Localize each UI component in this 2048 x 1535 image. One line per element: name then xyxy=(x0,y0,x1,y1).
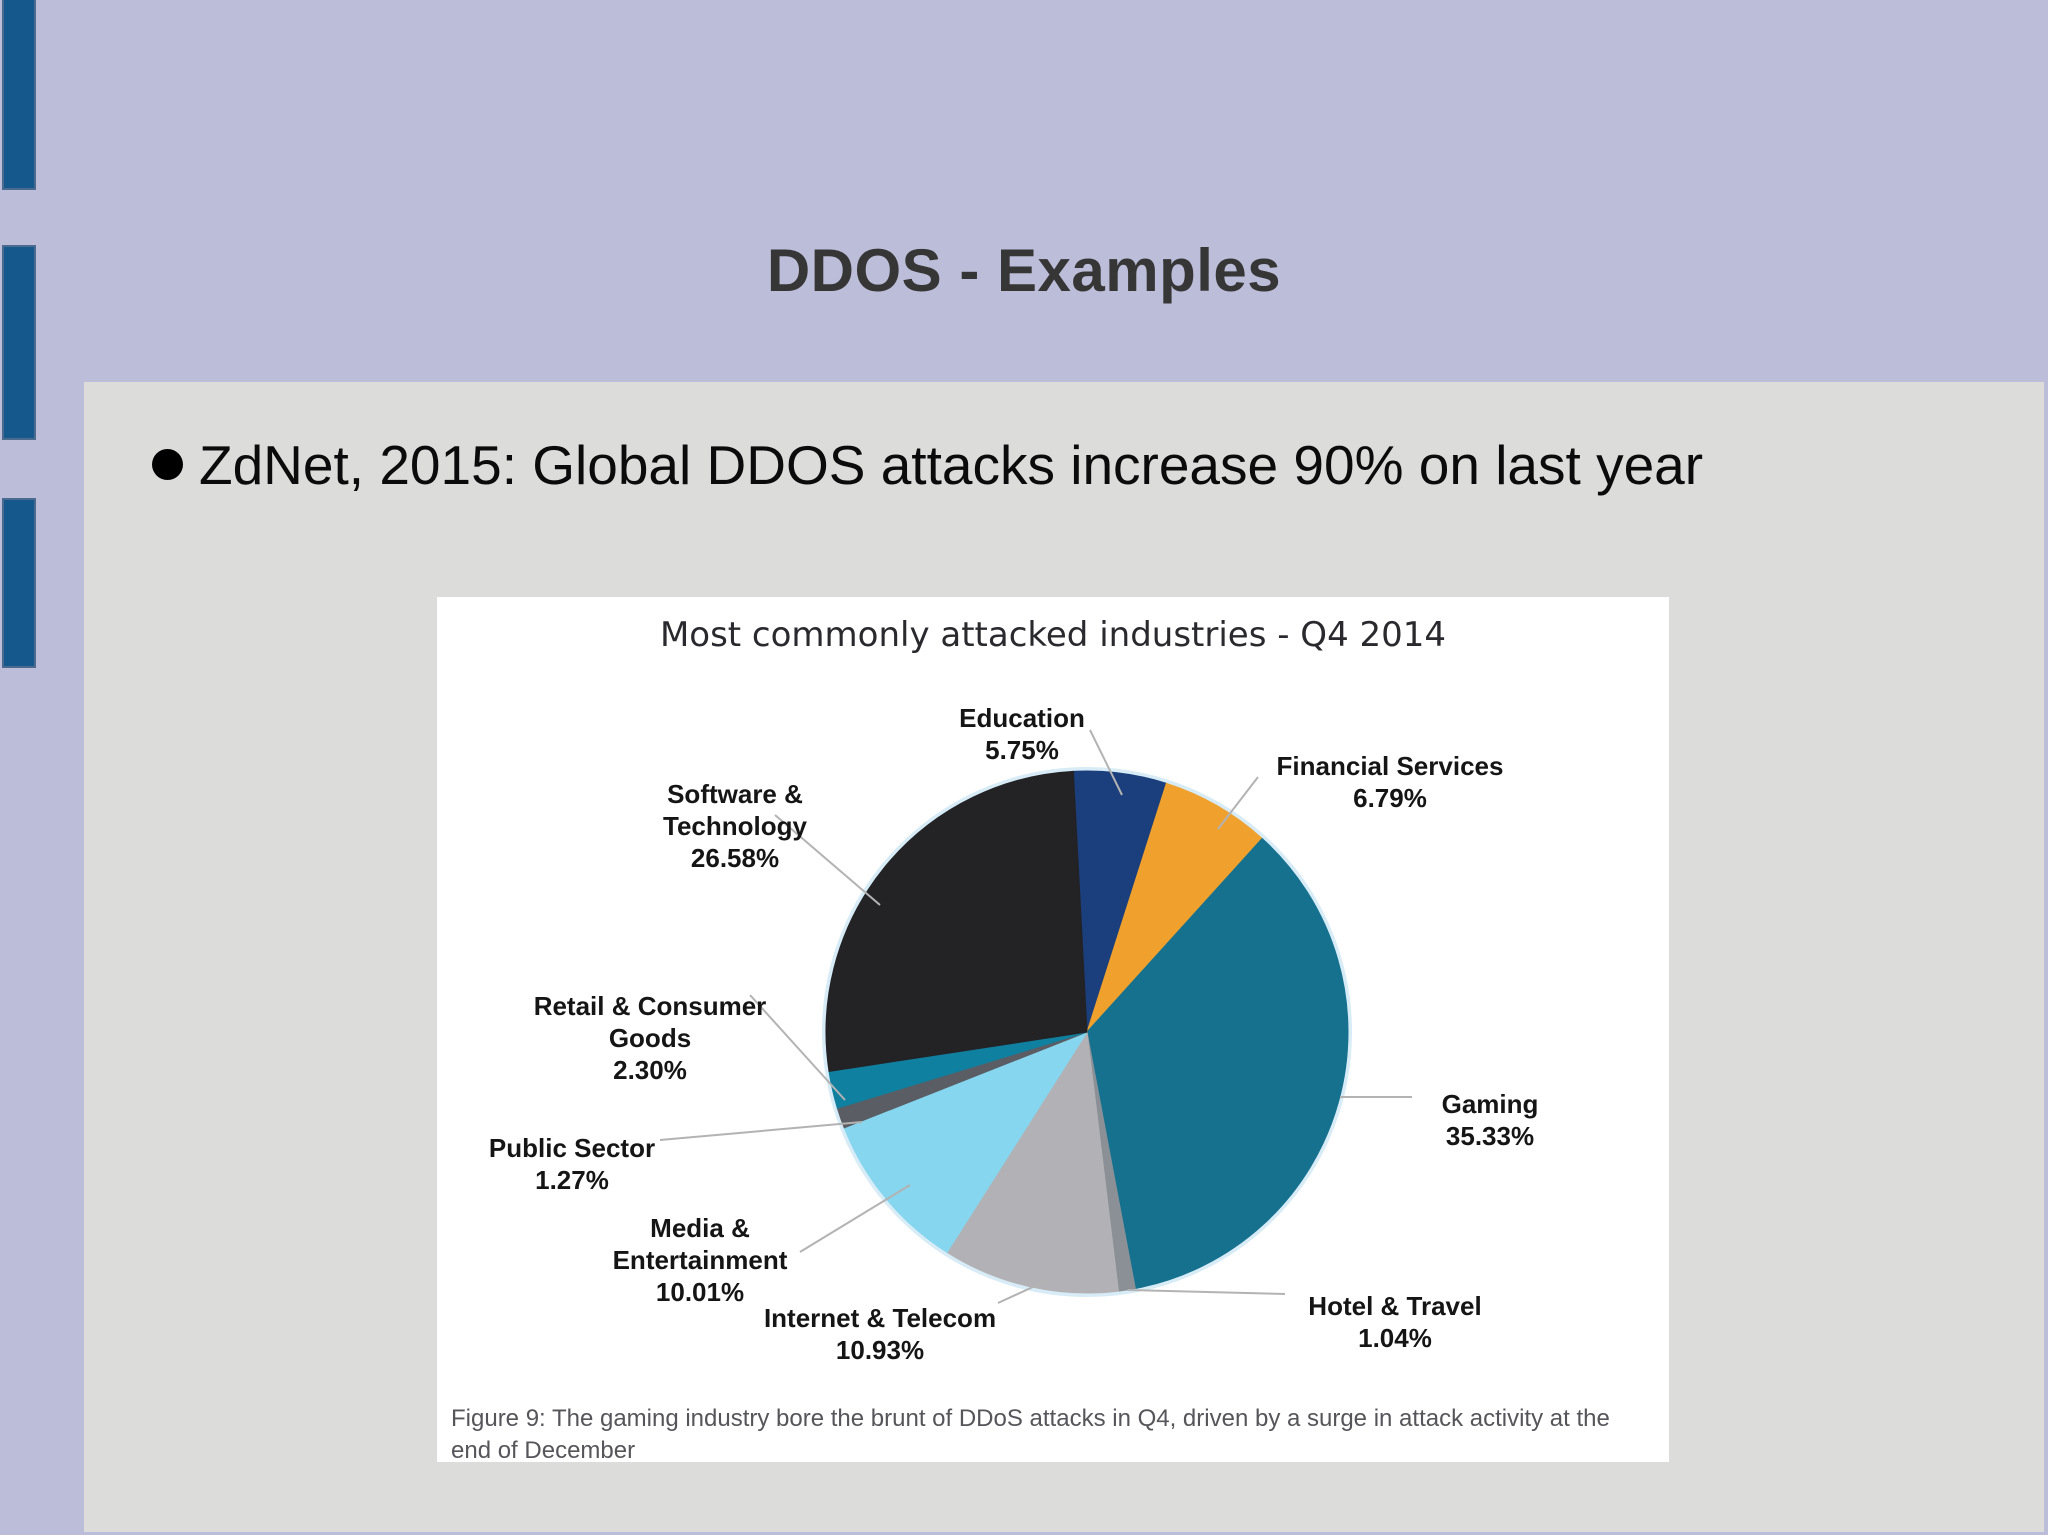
pie-label-gaming: Gaming 35.33% xyxy=(1441,1089,1539,1151)
bullet-dot-icon xyxy=(152,449,183,480)
figure-caption: Figure 9: The gaming industry bore the b… xyxy=(451,1405,1610,1464)
slide-title: DDOS - Examples xyxy=(766,237,1282,305)
pie-label-financial-services: Financial Services 6.79% xyxy=(1276,751,1504,813)
decorative-bar xyxy=(2,245,36,440)
pie-label-public-sector: Public Sector 1.27% xyxy=(488,1133,656,1195)
pie-label-internet-telecom: Internet & Telecom 10.93% xyxy=(763,1303,997,1365)
pie-slice-financial-services xyxy=(1086,782,1263,1033)
pie-slice-gaming xyxy=(1086,837,1349,1290)
pie-label-retail-consumer-goods: Retail & Consumer Goods 2.30% xyxy=(533,991,767,1085)
pie-halo xyxy=(822,767,1352,1297)
pie-slice-software-technology xyxy=(825,770,1088,1072)
leader-line xyxy=(774,814,881,906)
leader-line xyxy=(1089,729,1123,796)
pie-label-education: Education 5.75% xyxy=(959,703,1085,765)
bullet-item: ZdNet, 2015: Global DDOS attacks increas… xyxy=(152,430,1812,500)
pie-label-hotel-travel: Hotel & Travel 1.04% xyxy=(1308,1291,1482,1353)
pie-slice-internet-telecom xyxy=(946,1030,1120,1294)
chart-figure: Most commonly attacked industries - Q4 2… xyxy=(437,597,1669,1464)
pie-slice-media-entertainment xyxy=(843,1030,1089,1254)
pie-label-media-entertainment: Media & Entertainment 10.01% xyxy=(612,1213,788,1307)
bullet-text: ZdNet, 2015: Global DDOS attacks increas… xyxy=(199,434,1704,496)
leader-line xyxy=(799,1184,911,1253)
leader-line xyxy=(659,1121,863,1141)
leader-line xyxy=(749,994,846,1101)
pie-label-software-technology: Software & Technology 26.58% xyxy=(663,779,807,873)
chart-title: Most commonly attacked industries - Q4 2… xyxy=(659,615,1447,655)
pie-chart xyxy=(659,729,1412,1304)
decorative-bar xyxy=(2,0,36,190)
decorative-bar xyxy=(2,498,36,668)
leader-line xyxy=(997,1279,1049,1304)
leader-line xyxy=(1127,1289,1286,1295)
leader-line xyxy=(1217,776,1259,830)
